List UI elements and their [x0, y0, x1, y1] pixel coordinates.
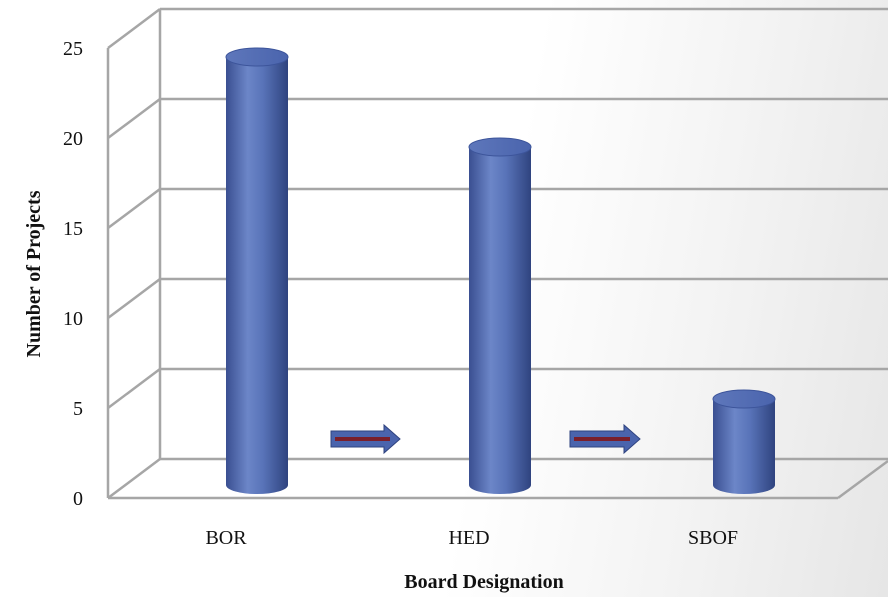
- y-axis-title: Number of Projects: [23, 190, 45, 357]
- y-tick-label: 20: [63, 128, 83, 150]
- bar-body: [469, 147, 531, 494]
- floor-side-edge: [837, 459, 888, 500]
- flow-arrow: [330, 423, 401, 455]
- y-tick-label: 15: [63, 218, 83, 240]
- gridline-depth: [107, 188, 161, 229]
- flow-arrow: [569, 423, 641, 455]
- y-tick-label: 25: [63, 38, 83, 60]
- bar-top: [712, 389, 776, 409]
- gridline-depth: [107, 458, 161, 499]
- gridline-depth: [107, 8, 161, 49]
- x-category-label: SBOF: [688, 527, 738, 549]
- y-tick-labels: 0 5 10 15 20 25: [63, 38, 83, 510]
- bar-body: [713, 399, 775, 494]
- bar-sbof: [712, 389, 776, 494]
- y-tick-label: 10: [63, 308, 83, 330]
- y-tick-label: 5: [73, 398, 83, 420]
- bar-bor: [225, 47, 289, 494]
- bar-body: [226, 57, 288, 494]
- bar-top: [225, 47, 289, 67]
- gridline-depth: [107, 368, 161, 409]
- x-axis-title: Board Designation: [404, 571, 563, 593]
- bar-hed: [468, 137, 532, 494]
- gridline-depth: [107, 98, 161, 139]
- y-tick-label: 0: [73, 488, 83, 510]
- bars: [225, 47, 776, 494]
- arrows: [330, 423, 641, 455]
- gridline-depth: [107, 278, 161, 319]
- x-category-labels: BOR HED SBOF: [205, 527, 738, 549]
- x-category-label: HED: [448, 527, 489, 549]
- x-category-label: BOR: [205, 527, 247, 549]
- bar-top: [468, 137, 532, 157]
